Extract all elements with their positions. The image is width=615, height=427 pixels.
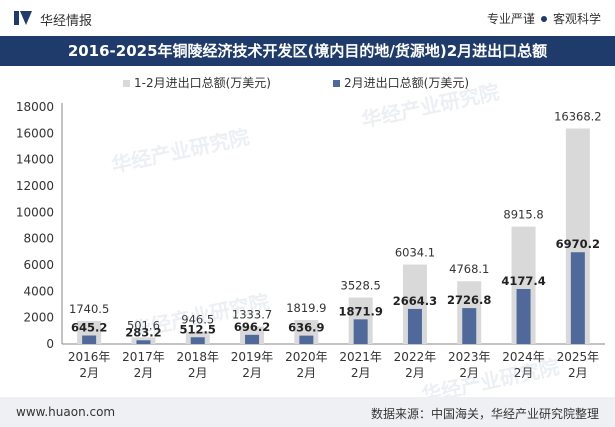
data-label-month: 2664.3 bbox=[393, 294, 437, 308]
bar-month bbox=[136, 340, 151, 344]
site-url: www.huaon.com bbox=[16, 405, 116, 419]
x-tick-label: 2025年 bbox=[557, 350, 600, 364]
data-label-month: 2726.8 bbox=[447, 293, 491, 307]
bar-month bbox=[353, 319, 368, 344]
y-tick-label: 10000 bbox=[16, 205, 54, 219]
x-tick-label: 2021年 bbox=[339, 350, 382, 364]
x-tick-label: 2月 bbox=[351, 366, 371, 380]
data-label-month: 512.5 bbox=[180, 322, 216, 336]
x-tick-label: 2024年 bbox=[502, 350, 545, 364]
x-tick-label: 2019年 bbox=[231, 350, 274, 364]
data-label-month: 645.2 bbox=[71, 321, 107, 335]
data-label-month: 4177.4 bbox=[501, 274, 545, 288]
x-tick-label: 2月 bbox=[242, 366, 262, 380]
bar-month bbox=[462, 308, 477, 344]
data-label-cumulative: 946.5 bbox=[181, 313, 214, 327]
data-label-cumulative: 16368.2 bbox=[554, 109, 602, 123]
bar-month bbox=[570, 252, 585, 344]
y-tick-label: 16000 bbox=[16, 126, 54, 140]
y-tick-label: 18000 bbox=[16, 100, 54, 114]
x-tick-label: 2022年 bbox=[394, 350, 437, 364]
title-bar: 2016-2025年铜陵经济技术开发区(境内目的地/货源地)2月进出口总额 bbox=[0, 36, 615, 66]
legend-label-cumulative: 1-2月进出口总额(万美元) bbox=[134, 76, 271, 90]
bar-month bbox=[299, 335, 314, 344]
legend-swatch-cumulative bbox=[123, 80, 130, 87]
data-label-cumulative: 501.6 bbox=[127, 318, 160, 332]
data-source: 数据来源：中国海关，华经产业研究院整理 bbox=[370, 407, 599, 421]
x-tick-label: 2017年 bbox=[122, 350, 165, 364]
data-label-cumulative: 1819.9 bbox=[286, 301, 326, 315]
legend-swatch-month bbox=[333, 80, 340, 87]
bar-chart: 0 2000 4000 6000 8000 10000 12000 14000 16000 180… bbox=[16, 76, 605, 380]
chart-title: 2016-2025年铜陵经济技术开发区(境内目的地/货源地)2月进出口总额 bbox=[67, 42, 548, 60]
x-tick-label: 2月 bbox=[79, 366, 99, 380]
data-label-month: 1871.9 bbox=[338, 304, 382, 318]
x-tick-label: 2016年 bbox=[68, 350, 111, 364]
top-bar: 华经情报 专业严谨 客观科学 bbox=[0, 0, 615, 36]
x-tick-label: 2月 bbox=[459, 366, 479, 380]
y-tick-label: 4000 bbox=[23, 284, 54, 298]
x-tick-label: 2023年 bbox=[448, 350, 491, 364]
x-tick-label: 2020年 bbox=[285, 350, 328, 364]
y-tick-label: 0 bbox=[46, 337, 54, 351]
tagline: 专业严谨 客观科学 bbox=[487, 10, 601, 27]
tagline-right: 客观科学 bbox=[552, 12, 601, 26]
y-tick-label: 12000 bbox=[16, 179, 54, 193]
x-tick-label: 2月 bbox=[568, 366, 588, 380]
data-label-cumulative: 4768.1 bbox=[449, 262, 489, 276]
brand-logo-icon bbox=[14, 11, 32, 25]
bar-month bbox=[516, 288, 531, 344]
y-tick-label: 14000 bbox=[16, 153, 54, 167]
x-tick-label: 2月 bbox=[297, 366, 317, 380]
data-label-month: 6970.2 bbox=[556, 237, 600, 251]
x-tick-label: 2月 bbox=[514, 366, 534, 380]
x-tick-label: 2018年 bbox=[176, 350, 219, 364]
data-label-cumulative: 1333.7 bbox=[232, 307, 272, 321]
bar-month bbox=[245, 334, 260, 344]
footer-bar: www.huaon.com 数据来源：中国海关，华经产业研究院整理 bbox=[0, 397, 615, 427]
data-label-month: 696.2 bbox=[234, 320, 270, 334]
data-label-month: 636.9 bbox=[288, 321, 324, 335]
data-label-cumulative: 8915.8 bbox=[503, 208, 543, 222]
x-tick-label: 2月 bbox=[188, 366, 208, 380]
y-tick-label: 2000 bbox=[23, 311, 54, 325]
x-tick-label: 2月 bbox=[134, 366, 154, 380]
tagline-left: 专业严谨 bbox=[486, 12, 535, 26]
data-label-cumulative: 1740.5 bbox=[69, 302, 109, 316]
x-tick-label: 2月 bbox=[405, 366, 425, 380]
data-label-month: 283.2 bbox=[125, 325, 161, 339]
bar-month bbox=[82, 335, 97, 344]
bar-month bbox=[190, 337, 205, 344]
brand-name: 华经情报 bbox=[40, 14, 93, 29]
y-tick-label: 6000 bbox=[23, 258, 54, 272]
y-tick-label: 8000 bbox=[23, 232, 54, 246]
bar-month bbox=[407, 308, 422, 344]
data-label-cumulative: 3528.5 bbox=[341, 279, 381, 293]
legend-label-month: 2月进出口总额(万美元) bbox=[344, 76, 469, 90]
data-label-cumulative: 6034.1 bbox=[395, 246, 435, 260]
dot-separator-icon bbox=[540, 16, 547, 22]
